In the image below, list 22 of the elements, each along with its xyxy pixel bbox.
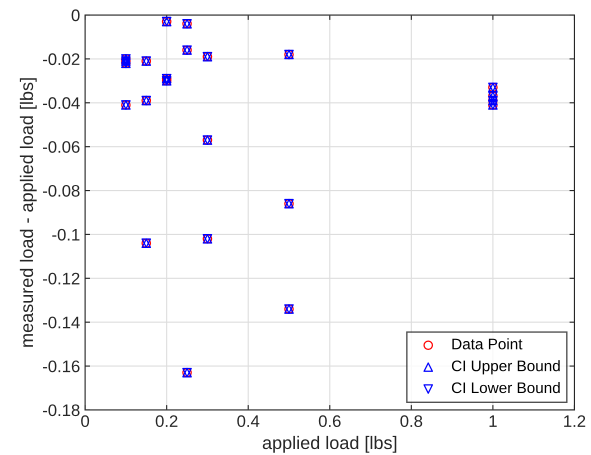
x-tick-label: 0.6 [318, 415, 341, 428]
x-tick-label: 0.4 [237, 415, 260, 428]
x-tick-label: 0.2 [156, 415, 178, 428]
y-tick-label: -0.16 [43, 360, 80, 372]
y-tick-label: -0.18 [43, 404, 80, 416]
y-tick-label: -0.12 [43, 272, 80, 285]
x-tick-label: 1.2 [564, 415, 586, 427]
legend-label: CI Lower Bound [452, 382, 560, 394]
y-tick-label: -0.08 [43, 184, 80, 197]
y-axis-title: measured load - applied load [lbs] [20, 78, 37, 347]
legend-label: Data Point [452, 338, 522, 350]
y-tick-label: -0.06 [43, 141, 80, 153]
y-tick-label: -0.1 [52, 228, 80, 241]
x-tick-label: 0.8 [400, 415, 422, 428]
y-tick-label: 0 [72, 9, 80, 22]
y-tick-label: -0.14 [43, 316, 80, 328]
y-tick-label: -0.02 [43, 53, 80, 66]
legend-label: CI Upper Bound [452, 360, 560, 374]
y-tick-label: -0.04 [43, 97, 80, 109]
x-tick-label: 1 [490, 415, 497, 427]
x-axis-title: applied load [lbs] [262, 436, 396, 453]
x-tick-label: 0 [81, 415, 90, 428]
